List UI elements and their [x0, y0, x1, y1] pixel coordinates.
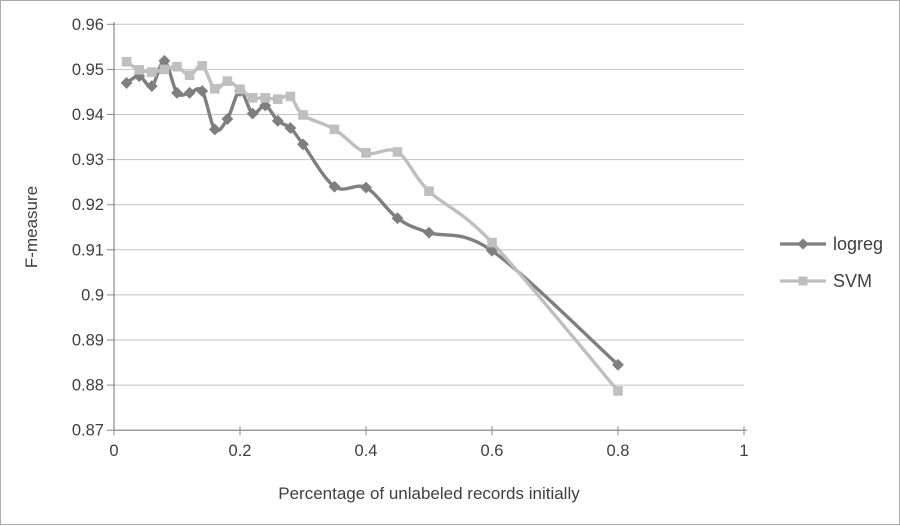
logreg-marker	[145, 80, 158, 93]
y-tick-label: 0.96	[72, 16, 104, 34]
logreg-marker	[183, 86, 196, 99]
SVM-marker	[298, 110, 308, 120]
logreg-line	[124, 59, 620, 367]
logreg-marker	[246, 107, 259, 120]
x-tick-label: 0.2	[229, 442, 252, 460]
logreg-marker	[221, 113, 234, 125]
x-tick-label: 0.6	[481, 442, 504, 460]
logreg-marker	[208, 123, 221, 136]
legend-label: logreg	[833, 233, 884, 254]
legend-item-svm: SVM	[780, 269, 883, 293]
logreg-marker	[120, 76, 133, 89]
logreg-marker	[196, 85, 209, 97]
x-tick-label: 0	[109, 442, 118, 460]
SVM-marker	[184, 70, 195, 81]
SVM-marker	[147, 67, 157, 77]
SVM-marker	[210, 83, 220, 94]
svm-square-marker-icon	[780, 276, 826, 286]
SVM-legend-marker	[798, 276, 808, 286]
SVM-marker	[172, 61, 182, 72]
SVM-marker	[159, 64, 170, 75]
SVM-marker	[197, 60, 207, 71]
legend: logreg SVM	[780, 232, 883, 306]
y-tick-label: 0.94	[72, 106, 104, 124]
y-tick-label: 0.89	[72, 332, 104, 350]
y-axis-title: F-measure	[22, 185, 41, 269]
SVM-marker	[392, 147, 403, 157]
logreg-marker	[158, 54, 171, 67]
SVM-line	[124, 60, 620, 393]
logreg-marker	[171, 86, 183, 99]
SVM-marker	[222, 76, 233, 86]
y-tick-label: 0.9	[81, 286, 104, 304]
SVM-marker	[613, 386, 623, 396]
logreg-legend-marker	[797, 238, 809, 250]
SVM-marker	[235, 84, 245, 95]
SVM-marker	[260, 93, 270, 103]
y-tick-label: 0.92	[72, 196, 104, 214]
y-tick-label: 0.87	[72, 422, 104, 440]
x-tick-label: 1	[739, 442, 748, 460]
logreg-diamond-marker-icon	[780, 238, 826, 250]
y-tick-label: 0.91	[72, 241, 104, 259]
x-axis-title: Percentage of unlabeled records initiall…	[278, 484, 580, 503]
x-tick-label: 0.8	[607, 442, 630, 460]
legend-item-logreg: logreg	[780, 232, 883, 256]
legend-label: SVM	[833, 270, 873, 291]
SVM-marker	[487, 237, 497, 248]
SVM-marker	[134, 65, 144, 75]
SVM-marker	[247, 93, 258, 103]
y-tick-label: 0.93	[72, 151, 104, 169]
SVM-marker	[329, 124, 340, 135]
x-tick-label: 0.4	[355, 442, 378, 460]
y-tick-label: 0.95	[72, 61, 104, 79]
SVM-marker	[121, 56, 132, 67]
SVM-marker	[285, 91, 296, 102]
SVM-marker	[424, 186, 434, 196]
y-tick-label: 0.88	[72, 377, 104, 395]
SVM-marker	[361, 148, 371, 158]
SVM-marker	[273, 94, 283, 104]
logreg-marker	[423, 226, 435, 239]
